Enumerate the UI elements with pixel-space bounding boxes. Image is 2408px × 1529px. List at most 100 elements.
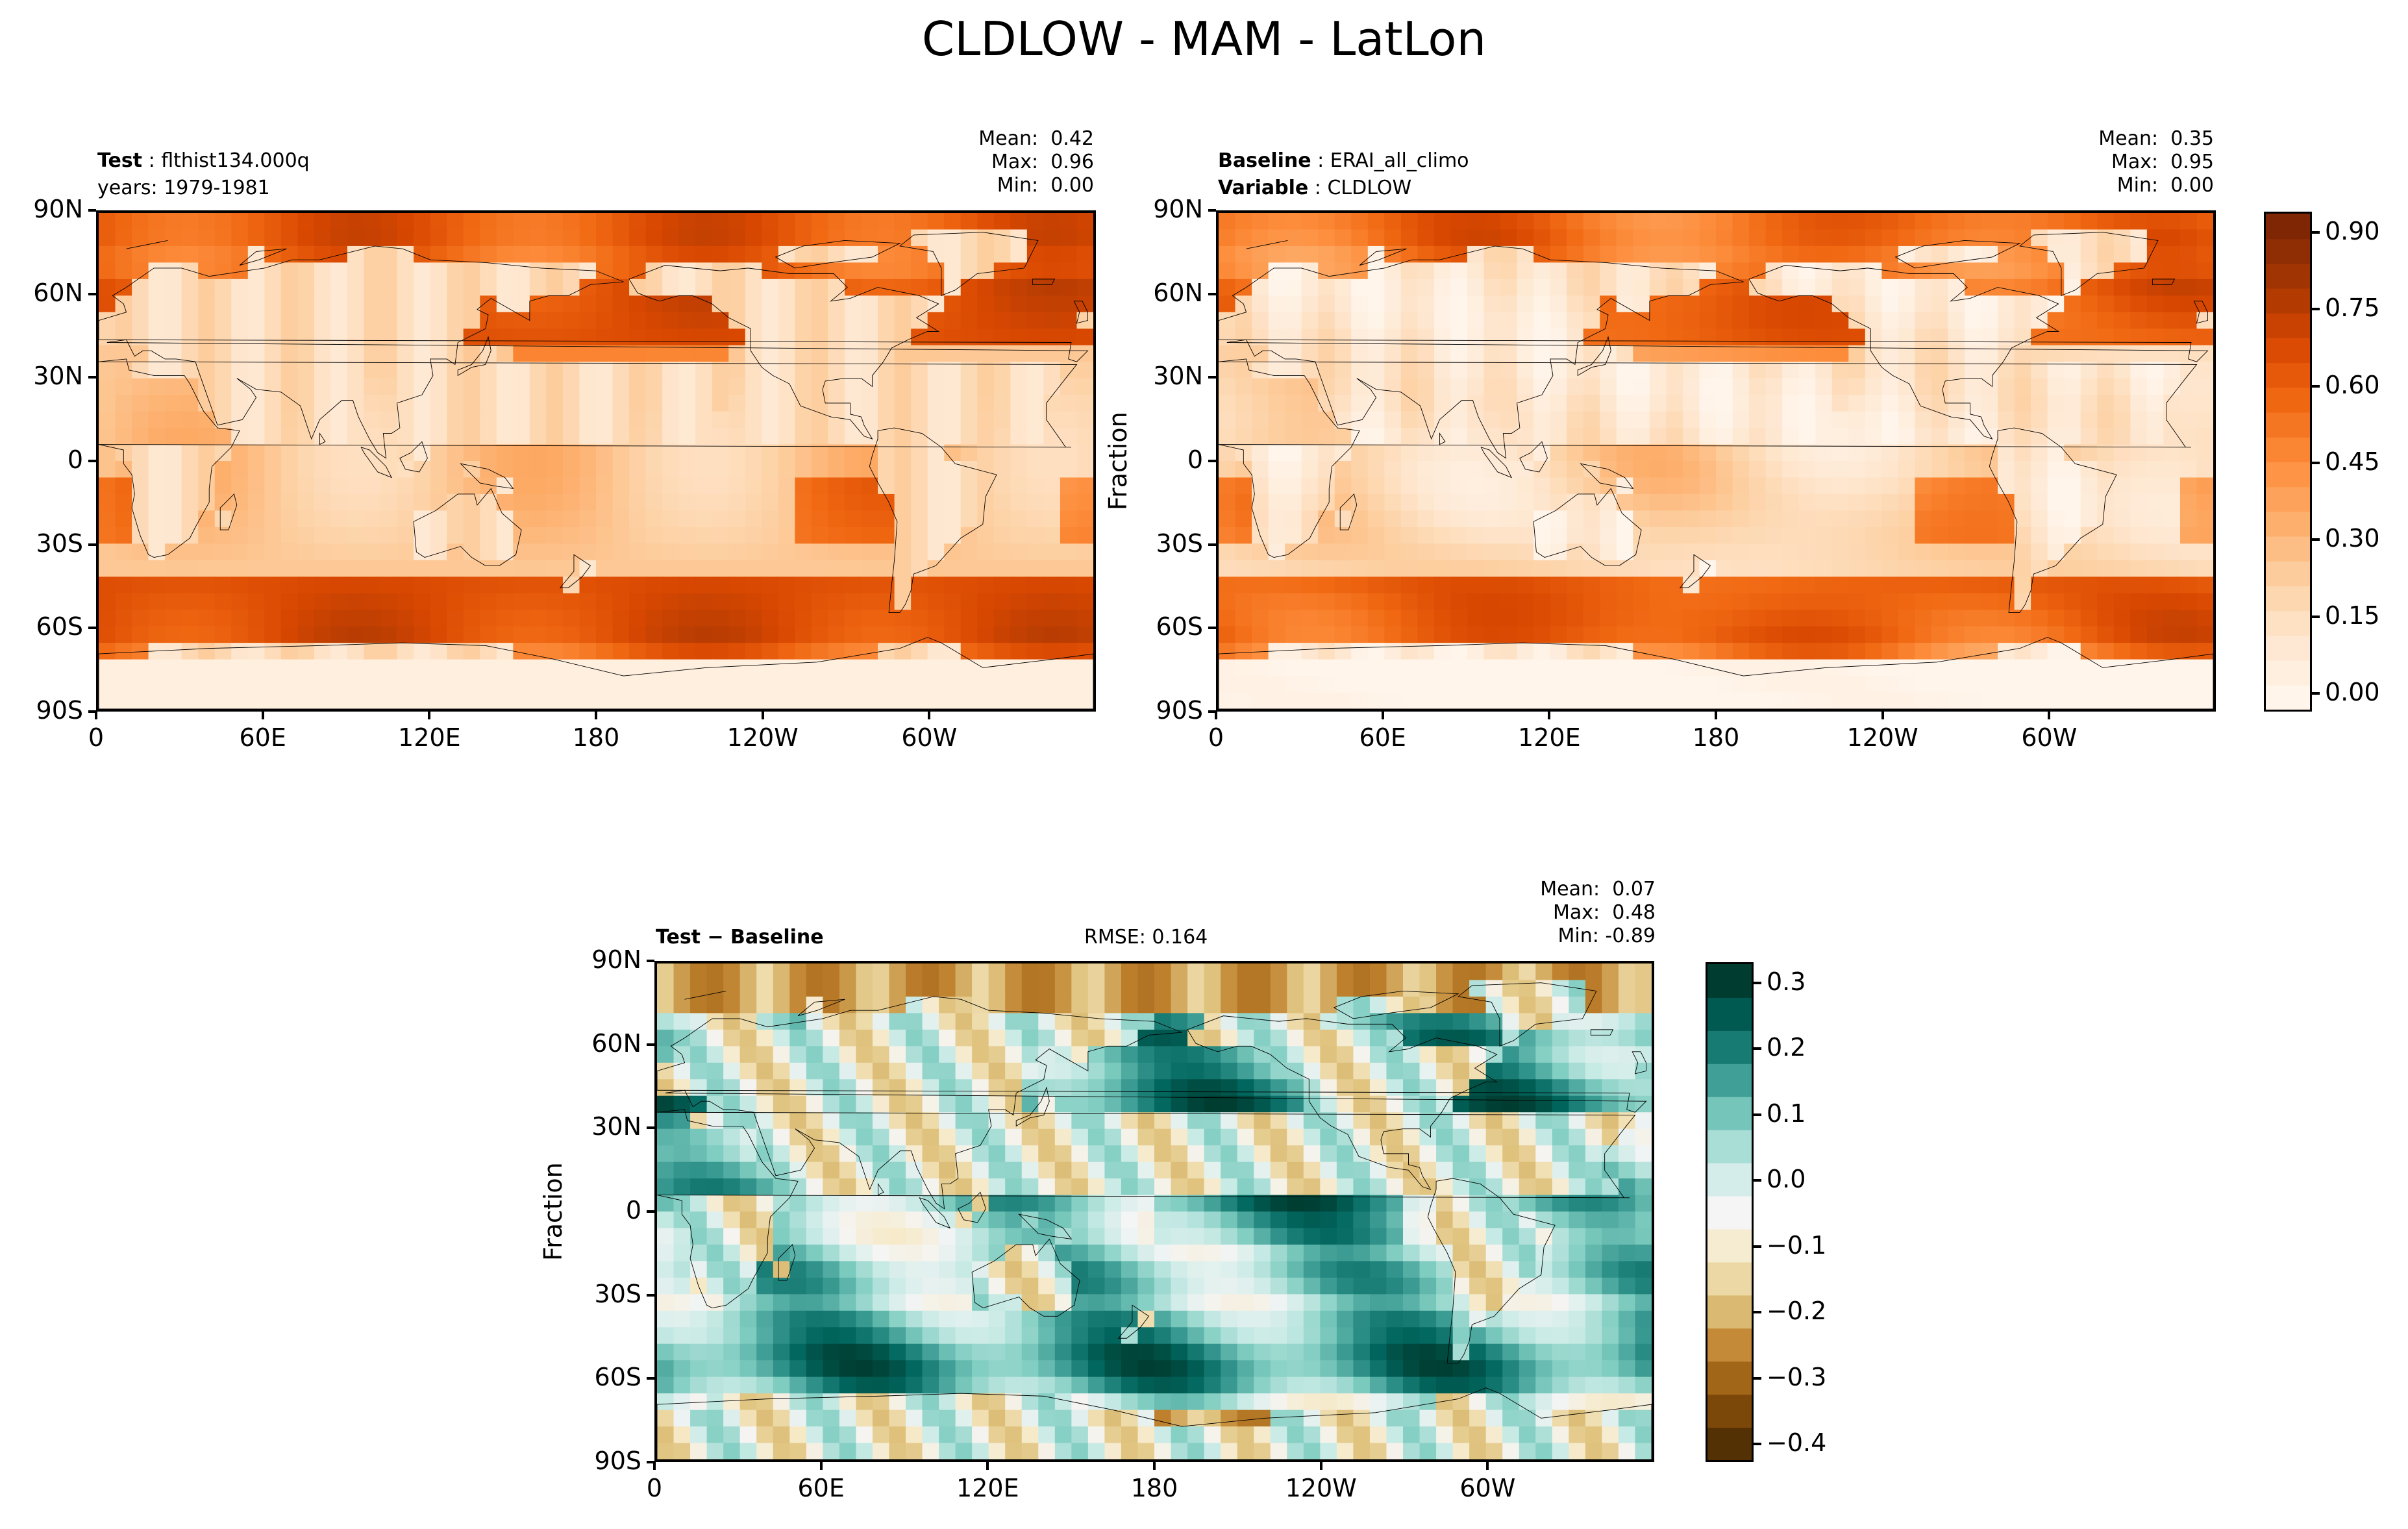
map-cell xyxy=(546,543,564,562)
baseline-label-value: ERAI_all_climo xyxy=(1330,149,1469,172)
map-cell xyxy=(364,676,382,693)
map-cell xyxy=(2163,279,2181,297)
map-cell xyxy=(1450,362,1469,379)
map-cell xyxy=(657,1277,675,1295)
map-cell xyxy=(662,245,680,264)
map-cell xyxy=(762,279,780,297)
coastline xyxy=(1074,301,1087,323)
map-cell xyxy=(845,444,862,462)
map-cell xyxy=(1865,643,1883,660)
map-cell xyxy=(1798,295,1817,314)
map-cell xyxy=(181,295,199,314)
map-cell xyxy=(99,527,116,545)
map-cell xyxy=(1219,659,1236,677)
map-cell xyxy=(2031,543,2048,562)
map-cell xyxy=(115,262,133,280)
map-cell xyxy=(706,1178,725,1196)
map-cell xyxy=(1485,1013,1504,1031)
map-cell xyxy=(1483,626,1502,644)
map-cell xyxy=(944,378,962,396)
map-cell xyxy=(1931,428,1949,445)
map-cell xyxy=(1898,477,1916,495)
map-cell xyxy=(1285,527,1302,545)
map-cell xyxy=(1898,593,1916,611)
map-cell xyxy=(673,963,691,981)
map-cell xyxy=(132,362,149,379)
map-cell xyxy=(132,295,149,314)
map-cell xyxy=(214,279,232,297)
map-cell xyxy=(1043,493,1061,512)
map-cell xyxy=(1400,676,1419,693)
map-cell xyxy=(2179,692,2198,709)
map-cell xyxy=(723,1310,741,1328)
map-cell xyxy=(1666,461,1684,479)
map-cell xyxy=(1434,659,1452,677)
map-cell xyxy=(678,378,697,396)
map-cell xyxy=(2080,692,2098,709)
map-cell xyxy=(1550,577,1568,595)
map-cell xyxy=(165,610,182,627)
map-cell xyxy=(1301,262,1319,280)
map-cell xyxy=(231,395,249,412)
map-cell xyxy=(911,626,928,644)
map-cell xyxy=(165,262,182,280)
map-cell xyxy=(712,692,730,709)
map-cell xyxy=(1054,1062,1073,1080)
map-cell xyxy=(1287,1128,1305,1147)
map-cell xyxy=(1021,1178,1039,1196)
map-cell xyxy=(1171,1261,1189,1279)
map-cell xyxy=(2163,560,2181,578)
map-cell xyxy=(1633,527,1651,545)
map-cell xyxy=(823,1294,841,1312)
map-cell xyxy=(960,411,978,429)
map-cell xyxy=(2047,312,2065,330)
map-cell xyxy=(2064,643,2082,660)
map-cell xyxy=(1021,1195,1039,1213)
map-cell xyxy=(165,692,182,709)
map-cell xyxy=(1318,229,1336,247)
coastline xyxy=(1680,554,1711,588)
map-cell xyxy=(1071,1046,1089,1064)
map-cell xyxy=(972,1162,989,1180)
map-cell xyxy=(1485,980,1504,998)
colorbar-step xyxy=(2266,536,2310,562)
map-cell xyxy=(823,1079,841,1097)
map-cell xyxy=(297,610,316,627)
map-cell xyxy=(955,1145,973,1163)
map-cell xyxy=(2047,659,2065,677)
map-cell xyxy=(1038,1145,1056,1163)
map-cell xyxy=(756,1294,775,1312)
map-cell xyxy=(845,560,862,578)
map-cell xyxy=(1749,428,1767,445)
map-cell xyxy=(1469,1112,1487,1130)
map-cell xyxy=(762,428,780,445)
map-cell xyxy=(1005,980,1023,998)
map-cell xyxy=(1400,577,1419,595)
map-cell xyxy=(1076,378,1093,396)
map-cell xyxy=(845,378,862,396)
map-cell xyxy=(1270,1294,1288,1312)
map-cell xyxy=(1270,1310,1288,1328)
map-cell xyxy=(2196,659,2213,677)
map-cell xyxy=(1450,643,1469,660)
map-cell xyxy=(939,1095,956,1113)
map-cell xyxy=(972,1046,989,1064)
map-cell xyxy=(1386,1128,1404,1147)
colorbar-step xyxy=(2266,486,2310,512)
map-cell xyxy=(1569,1095,1587,1113)
map-cell xyxy=(972,1029,989,1047)
map-cell xyxy=(1618,1228,1636,1246)
map-cell xyxy=(247,510,266,528)
map-cell xyxy=(1502,1112,1521,1130)
map-cell xyxy=(596,510,614,528)
map-cell xyxy=(1533,510,1551,528)
map-cell xyxy=(397,560,415,578)
map-cell xyxy=(314,229,332,247)
map-cell xyxy=(1965,527,1982,545)
map-cell xyxy=(2014,676,2032,693)
map-cell xyxy=(1038,1310,1056,1328)
map-cell xyxy=(1221,1277,1238,1295)
map-cell xyxy=(939,1062,956,1080)
coastline xyxy=(460,464,513,488)
map-cell xyxy=(280,527,299,545)
